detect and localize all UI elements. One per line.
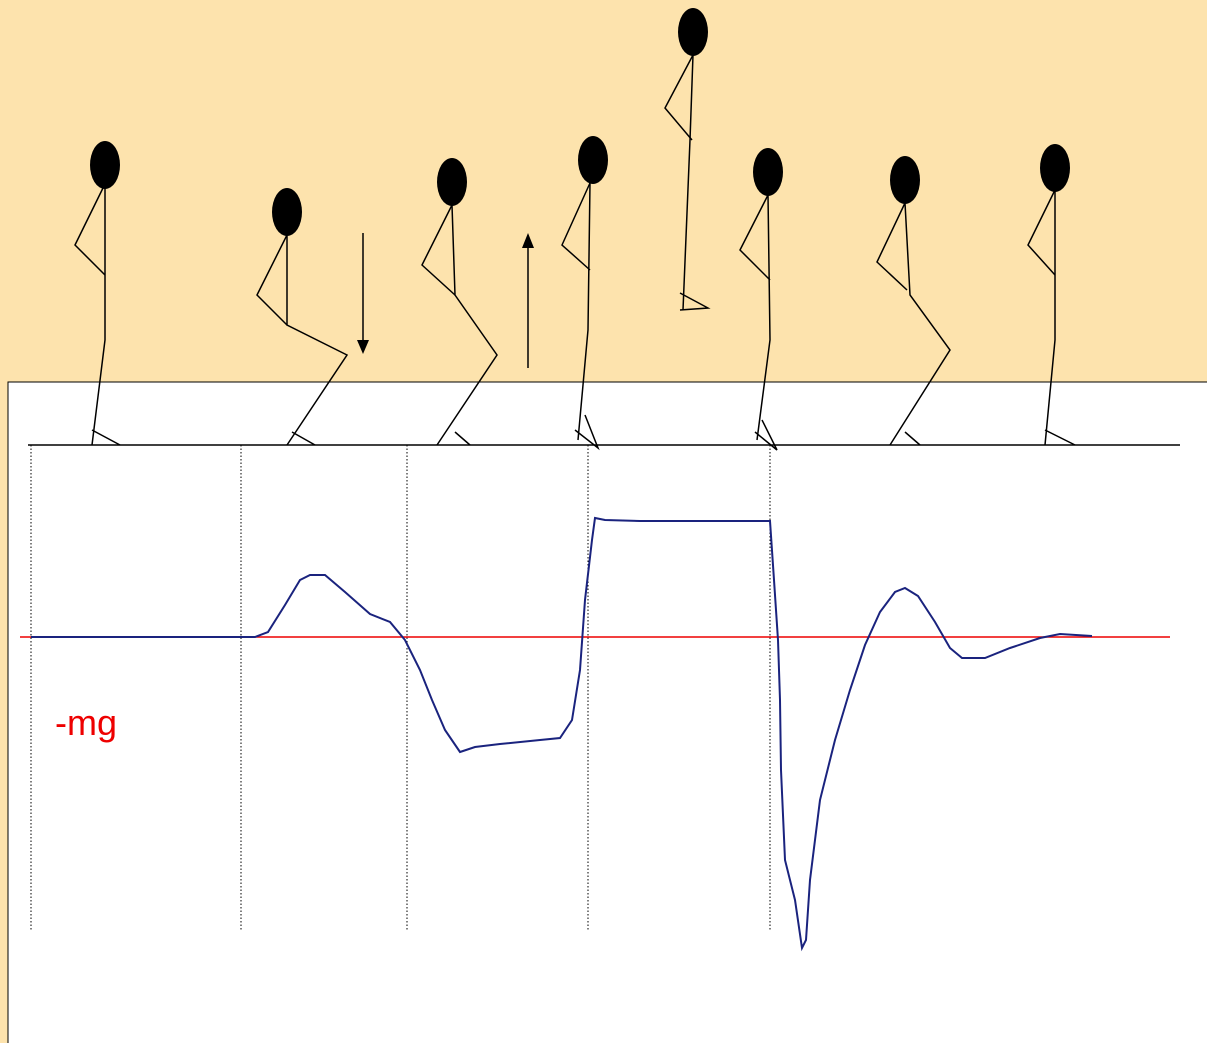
head	[1040, 144, 1070, 192]
weight-label: -mg	[55, 702, 117, 743]
head	[890, 156, 920, 204]
head	[578, 136, 608, 184]
diagram: -mg	[0, 0, 1207, 1043]
head	[753, 148, 783, 196]
plot-panel	[8, 382, 1207, 1043]
head	[272, 188, 302, 236]
head	[90, 141, 120, 189]
head	[678, 8, 708, 56]
head	[437, 158, 467, 206]
